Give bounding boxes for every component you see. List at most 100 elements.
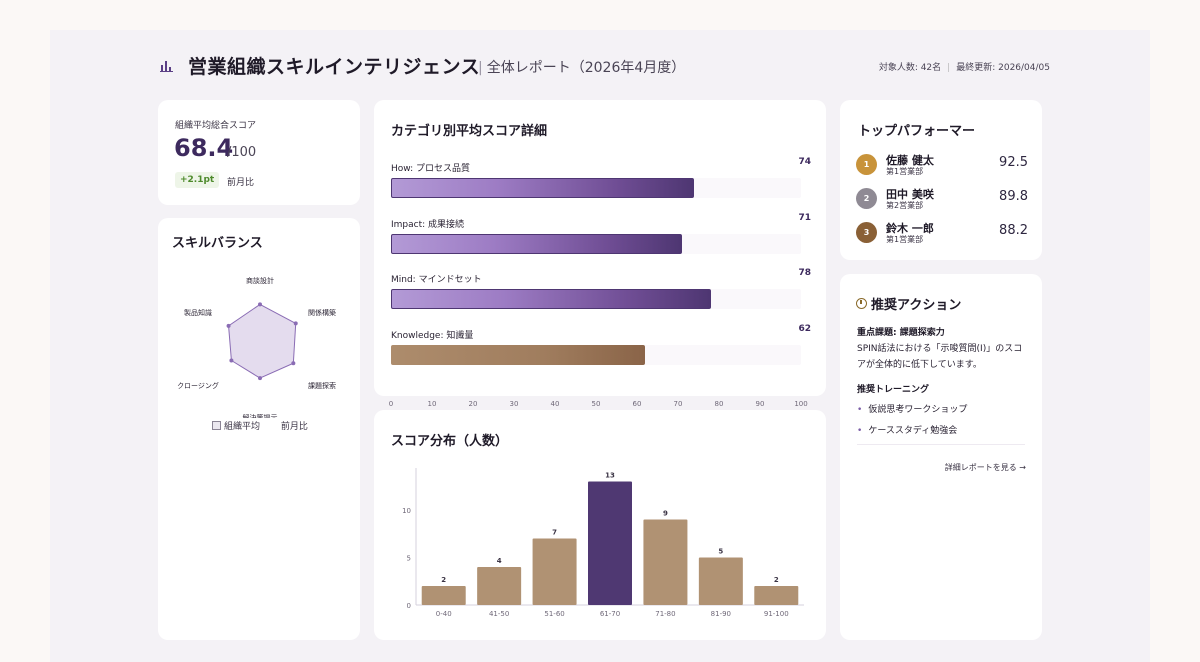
radar-area (228, 303, 297, 379)
issue-body: SPIN話法における「示唆質問(I)」のスコアが全体的に低下しています。 (857, 344, 1023, 370)
radar-point[interactable] (226, 323, 231, 328)
distribution-bar[interactable] (421, 586, 466, 605)
performer-name: 田中 美咲 (886, 188, 934, 201)
category-bar-fill[interactable] (391, 289, 711, 309)
bar-data-label: 2 (441, 576, 446, 584)
category-label: Mind: マインドセット (391, 275, 482, 285)
y-tick-label: 5 (407, 555, 411, 563)
category-bar-track (391, 178, 801, 198)
legend-label-mom[interactable]: 前月比 (280, 422, 308, 432)
headcount-text: 対象人数: 42名 (878, 63, 942, 73)
recommended-actions-card: 推奨アクション 重点課題: 課題探索力 SPIN話法における「示唆質問(I)」の… (840, 274, 1042, 640)
radar-point[interactable] (291, 361, 296, 366)
performer-row[interactable]: 3 鈴木 一郎 第1営業部 88.2 (856, 220, 1028, 252)
rank-badge: 3 (856, 222, 877, 243)
radar-point[interactable] (258, 302, 262, 307)
category-bar-track (391, 345, 801, 365)
distribution-chart: 0 5 10 2 0-40 4 41-50 7 51-60 13 61-70 9 71-80 5 81-90… (402, 468, 804, 618)
performer-score: 88.2 (999, 223, 1028, 238)
divider (857, 444, 1025, 445)
category-bar-fill[interactable] (391, 234, 683, 254)
category-axis-tick: 60 (632, 400, 642, 408)
training-item[interactable]: ケーススタディ勉強会 (857, 423, 957, 436)
score-distribution-card: スコア分布（人数） 0 5 10 2 0-40 4 41-50 7 51-60 13 61-70 9 7… (374, 410, 826, 640)
training-heading: 推奨トレーニング (857, 385, 930, 395)
radar-axis-label: 課題探索 (308, 381, 336, 390)
radar-axis-label: 商談設計 (246, 276, 274, 285)
header-meta: 対象人数: 42名 | 最終更新: 2026/04/05 (878, 63, 1050, 73)
x-tick-label: 71-80 (655, 610, 675, 618)
category-value: 78 (798, 268, 811, 278)
category-value: 62 (798, 324, 811, 334)
performer-dept: 第2営業部 (886, 201, 924, 210)
top-performers-title: トップパフォーマー (858, 124, 976, 139)
radar-point[interactable] (293, 321, 298, 326)
rank-badge: 1 (856, 154, 877, 175)
distribution-bar[interactable] (477, 567, 522, 605)
performer-score: 89.8 (999, 189, 1028, 204)
category-bar-track (391, 234, 801, 254)
category-axis-tick: 40 (550, 400, 560, 408)
overall-score-label: 組織平均総合スコア (175, 121, 257, 131)
score-distribution-title: スコア分布（人数） (391, 434, 509, 449)
y-tick-label: 0 (407, 602, 411, 610)
issue-heading: 重点課題: 課題探索力 (857, 328, 945, 338)
category-axis-tick: 0 (388, 400, 394, 408)
overall-score-card: 組織平均総合スコア 68.4 /100 +2.1pt 前月比 (158, 100, 360, 205)
detail-report-link[interactable]: 詳細レポートを見る → (944, 463, 1026, 472)
performer-dept: 第1営業部 (886, 167, 924, 176)
category-axis-tick: 20 (468, 400, 478, 408)
legend-swatch-average[interactable] (212, 421, 221, 430)
category-label: Knowledge: 知識量 (391, 331, 474, 341)
category-score-title: カテゴリ別平均スコア詳細 (391, 124, 548, 139)
x-tick-label: 51-60 (544, 610, 564, 618)
bar-data-label: 13 (605, 472, 615, 480)
category-value: 71 (798, 213, 811, 223)
actions-heading: 推奨アクション (856, 294, 961, 313)
bar-data-label: 9 (663, 510, 668, 518)
bar-data-label: 2 (774, 576, 779, 584)
radar-axis-label: 関係構築 (308, 308, 336, 317)
category-axis-tick: 90 (755, 400, 765, 408)
bar-data-label: 5 (718, 548, 723, 556)
performer-score: 92.5 (999, 155, 1028, 170)
rank-badge: 2 (856, 188, 877, 209)
distribution-bar[interactable] (532, 538, 577, 606)
category-axis-tick: 70 (673, 400, 683, 408)
distribution-bar[interactable] (643, 519, 688, 606)
category-axis-tick: 30 (509, 400, 519, 408)
category-bar-fill[interactable] (391, 345, 646, 365)
category-bar-track (391, 289, 801, 309)
performer-row[interactable]: 2 田中 美咲 第2営業部 89.8 (856, 186, 1028, 218)
last-updated-text: 最終更新: 2026/04/05 (956, 63, 1050, 73)
x-tick-label: 81-90 (711, 610, 731, 618)
bar-data-label: 7 (552, 529, 557, 537)
category-row: Mind: マインドセット 78 (391, 268, 811, 312)
header: 営業組織スキルインテリジェンス 全体レポート（2026年4月度） 対象人数: 4… (160, 50, 1050, 90)
category-row: Impact: 成果接続 71 (391, 213, 811, 257)
performer-name: 鈴木 一郎 (886, 222, 934, 235)
skill-balance-card: スキルバランス 商談設計 関係構築 課題探索 解決策提示 クロージング 製品知識 組織平均… (158, 218, 360, 640)
distribution-bar[interactable] (698, 557, 743, 606)
skill-balance-title: スキルバランス (172, 236, 263, 251)
page-subtitle: 全体レポート（2026年4月度） (478, 57, 686, 77)
radar-point[interactable] (229, 358, 234, 363)
radar-axis-label: クロージング (177, 381, 219, 390)
bar-chart-icon (160, 58, 174, 72)
overall-score-max: /100 (227, 145, 257, 160)
dashboard-frame: 営業組織スキルインテリジェンス 全体レポート（2026年4月度） 対象人数: 4… (50, 30, 1150, 662)
radar-axis-label: 解決策提示 (243, 413, 278, 418)
distribution-bar[interactable] (754, 586, 799, 605)
performer-row[interactable]: 1 佐藤 健太 第1営業部 92.5 (856, 152, 1028, 184)
score-delta-label: 前月比 (227, 178, 255, 188)
distribution-bar[interactable] (588, 481, 632, 606)
x-tick-label: 61-70 (600, 610, 620, 618)
category-axis-tick: 100 (794, 400, 808, 408)
category-bar-fill[interactable] (391, 178, 695, 198)
actions-title: 推奨アクション (871, 298, 962, 313)
category-x-axis: 0 10 20 30 40 50 60 70 80 90 100 (388, 400, 808, 412)
training-item[interactable]: 仮説思考ワークショップ (857, 402, 967, 415)
radar-point[interactable] (258, 376, 262, 381)
category-axis-tick: 80 (714, 400, 724, 408)
